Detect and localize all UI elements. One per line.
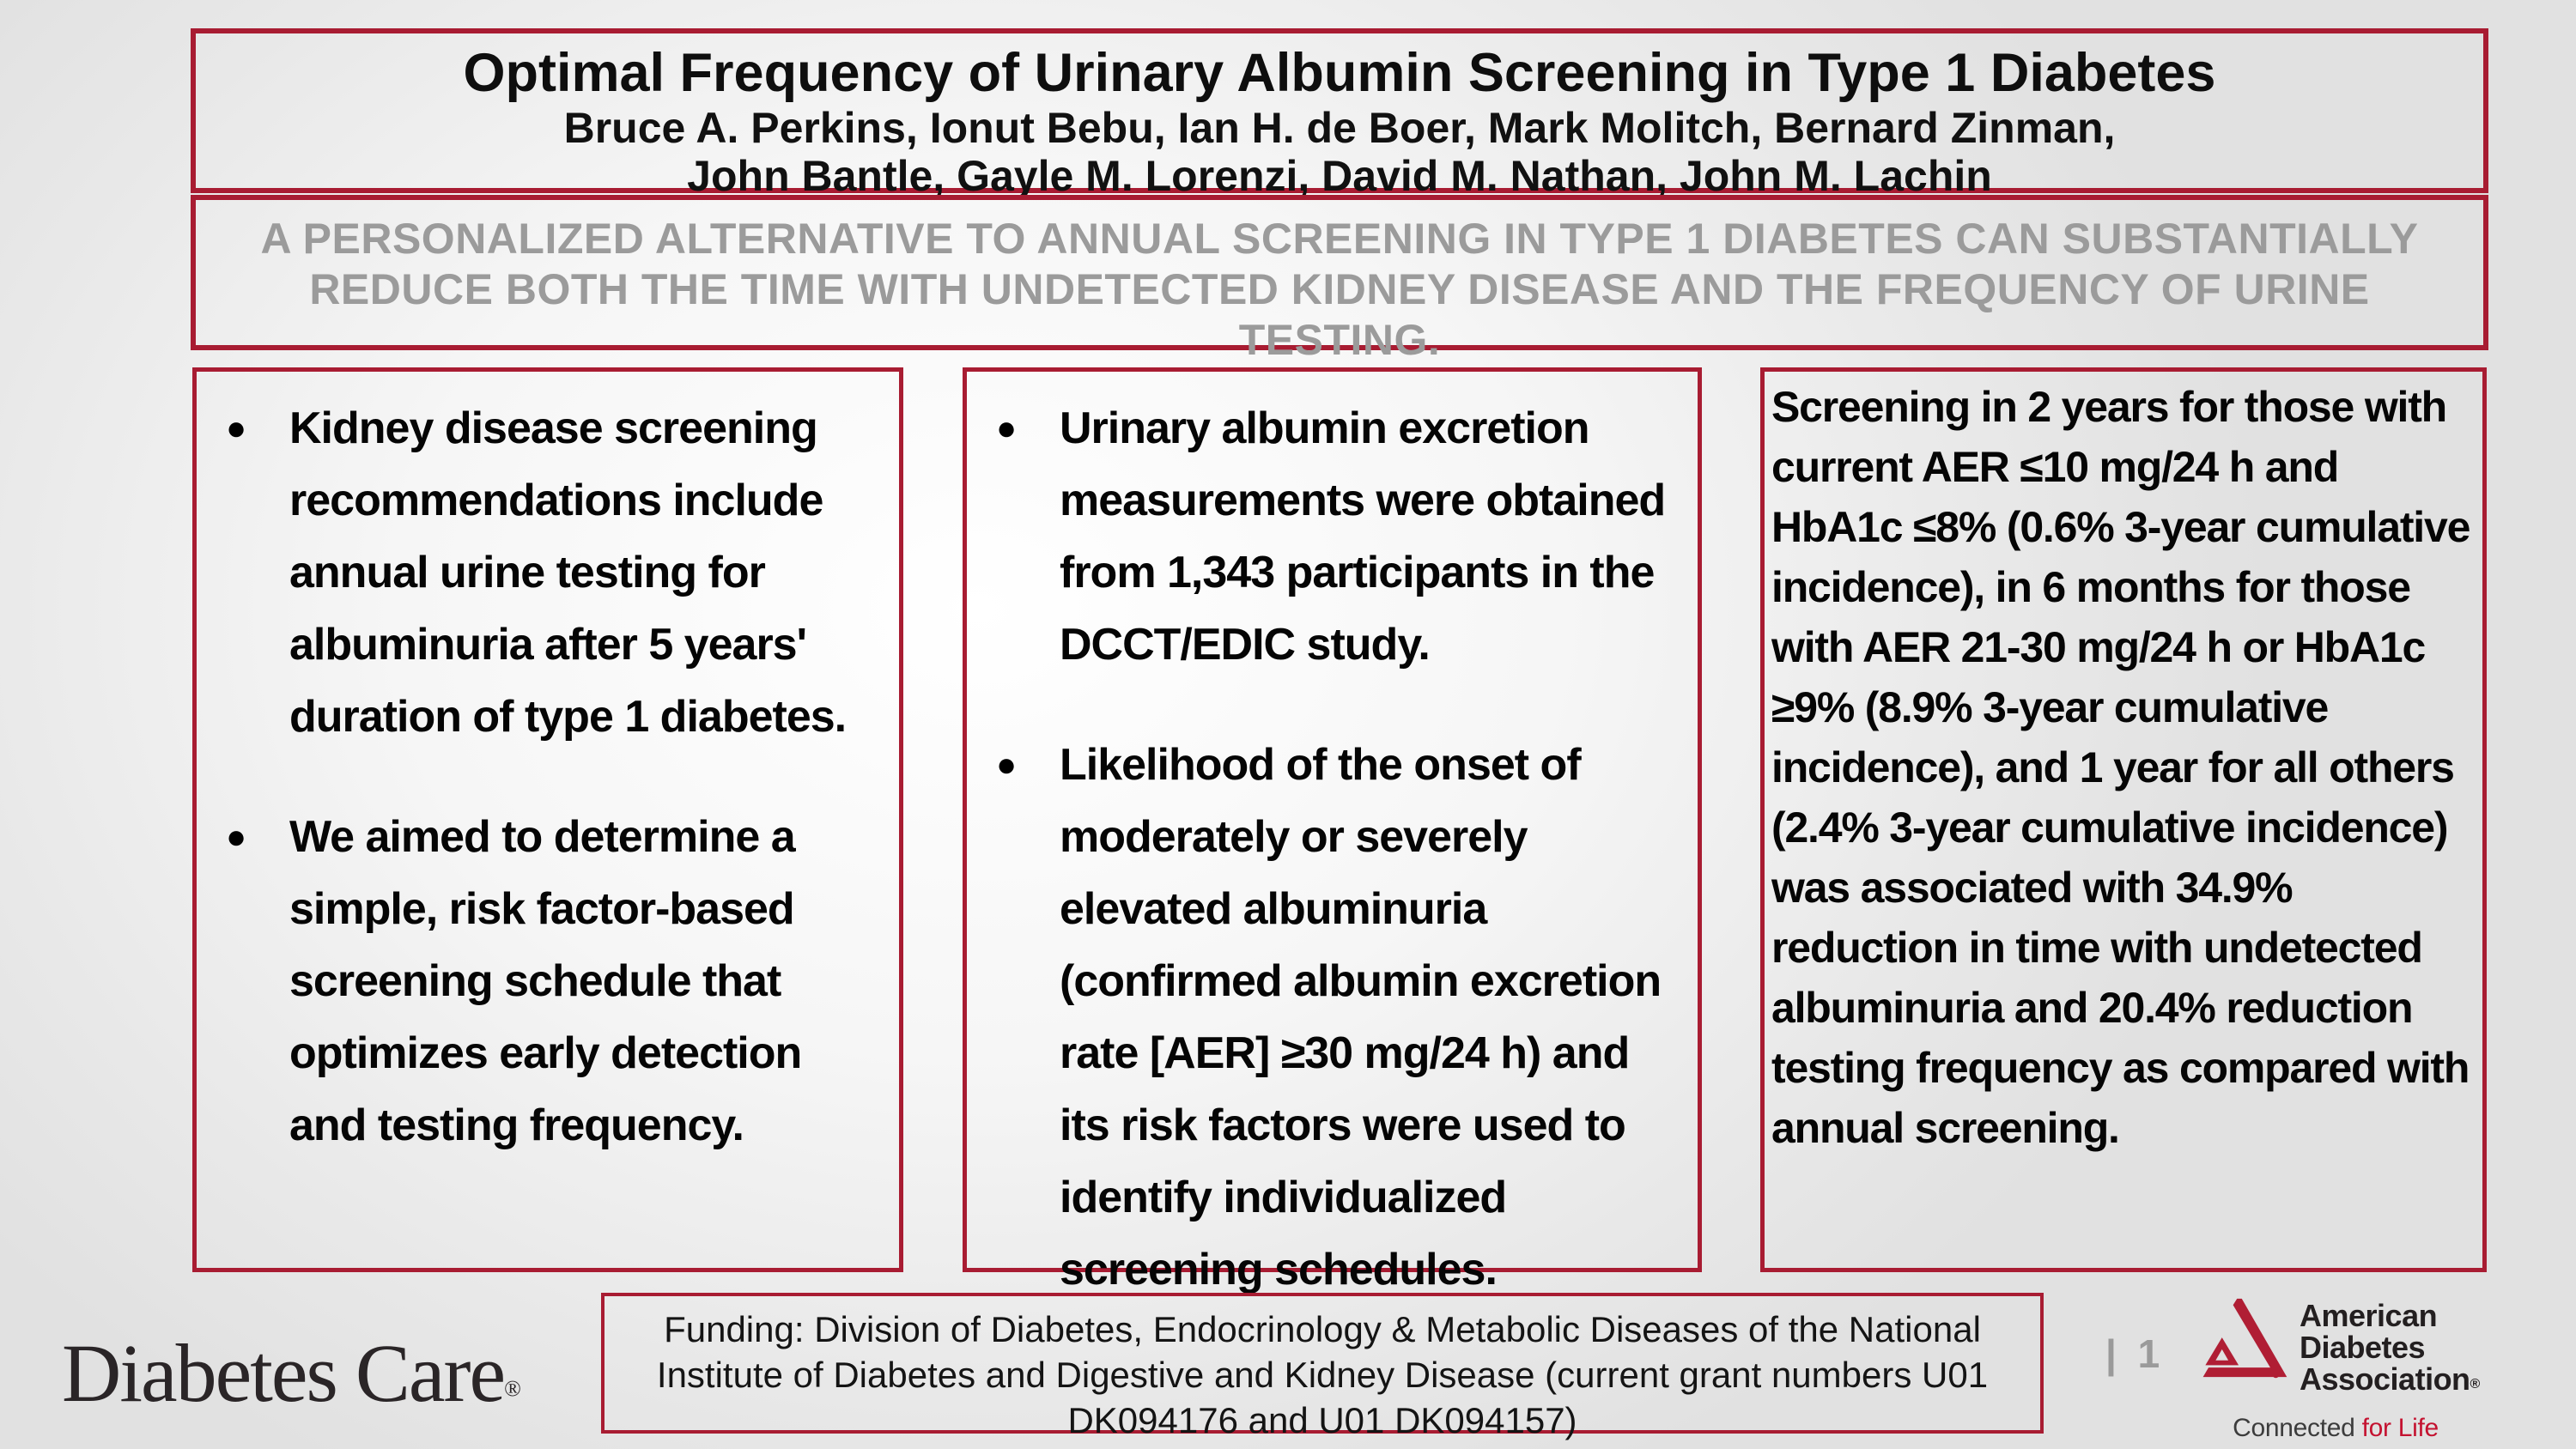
key-message-text: A PERSONALIZED ALTERNATIVE TO ANNUAL SCR… xyxy=(260,215,2419,364)
ada-line-association: Association® xyxy=(2300,1361,2481,1397)
methods-box: ● Urinary albumin excretion measurements… xyxy=(963,367,1702,1294)
tagline-gray: Connected xyxy=(2233,1414,2362,1442)
methods-bullet-2: Likelihood of the onset of moderately or… xyxy=(1060,740,1662,1294)
registered-mark-icon: ® xyxy=(504,1376,521,1401)
ada-logo: American Diabetes Association® Connected… xyxy=(2191,1298,2480,1443)
authors-line-2: John Bantle, Gayle M. Lorenzi, David M. … xyxy=(687,152,1992,200)
diabetes-care-logo: Diabetes Care® xyxy=(62,1325,521,1421)
list-item: ● Urinary albumin excretion measurements… xyxy=(967,392,1698,681)
ada-logo-row: American Diabetes Association® xyxy=(2191,1298,2480,1400)
journal-wordmark: Diabetes Care xyxy=(62,1327,506,1419)
results-box: Screening in 2 years for those with curr… xyxy=(1760,367,2487,1272)
ada-line-american: American xyxy=(2300,1298,2438,1333)
ada-line-diabetes: Diabetes xyxy=(2300,1330,2426,1365)
bullet-icon: ● xyxy=(226,818,247,856)
bullet-icon: ● xyxy=(996,409,1018,447)
ada-triangle-icon xyxy=(2202,1298,2287,1379)
ada-tagline: Connected for Life xyxy=(2191,1414,2480,1443)
bullet-icon: ● xyxy=(226,409,247,447)
background-box: ● Kidney disease screening recommendatio… xyxy=(192,367,903,1272)
list-item: ● Likelihood of the onset of moderately … xyxy=(967,729,1698,1306)
list-item: ● Kidney disease screening recommendatio… xyxy=(197,392,899,753)
tagline-red: for Life xyxy=(2361,1414,2439,1442)
authors-line-1: Bruce A. Perkins, Ionut Bebu, Ian H. de … xyxy=(563,104,2116,152)
results-text: Screening in 2 years for those with curr… xyxy=(1771,383,2470,1152)
slide-title: Optimal Frequency of Urinary Albumin Scr… xyxy=(463,43,2216,103)
registered-mark-icon: ® xyxy=(2470,1377,2481,1391)
funding-text: Funding: Division of Diabetes, Endocrino… xyxy=(656,1309,1989,1440)
page-number: | 1 xyxy=(2105,1331,2166,1376)
methods-bullet-1: Urinary albumin excretion measurements w… xyxy=(1060,403,1666,670)
list-item: ● We aimed to determine a simple, risk f… xyxy=(197,801,899,1161)
background-bullet-2: We aimed to determine a simple, risk fac… xyxy=(289,812,802,1150)
ada-logo-text: American Diabetes Association® xyxy=(2300,1298,2480,1400)
funding-box: Funding: Division of Diabetes, Endocrino… xyxy=(601,1293,2044,1440)
title-box: Optimal Frequency of Urinary Albumin Scr… xyxy=(191,28,2488,200)
key-message-box: A PERSONALIZED ALTERNATIVE TO ANNUAL SCR… xyxy=(191,195,2488,364)
bullet-icon: ● xyxy=(996,746,1018,784)
background-bullet-1: Kidney disease screening recommendations… xyxy=(289,403,847,742)
